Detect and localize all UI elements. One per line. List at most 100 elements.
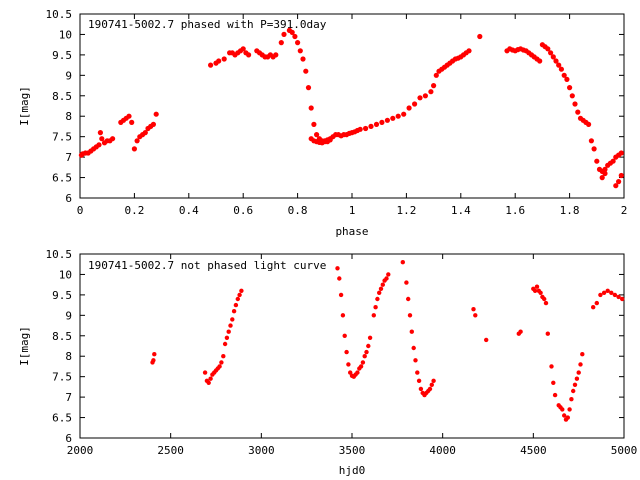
data-point: [96, 142, 102, 148]
data-point: [337, 276, 342, 281]
y-tick-label: 6: [65, 432, 72, 445]
data-point: [153, 111, 159, 117]
data-point: [217, 364, 222, 369]
data-point: [407, 313, 413, 318]
data-point: [314, 132, 320, 138]
data-point: [588, 138, 595, 144]
data-point: [400, 260, 405, 265]
data-point: [208, 62, 214, 68]
data-point: [427, 386, 433, 392]
data-point: [415, 370, 420, 375]
x-tick-label: 2: [621, 204, 628, 217]
y-axis-label: I[mag]: [18, 326, 31, 366]
data-point: [386, 272, 391, 277]
data-point: [368, 123, 374, 129]
data-point: [380, 282, 385, 287]
y-tick-label: 8.5: [52, 90, 72, 103]
data-point: [569, 397, 574, 402]
data-point: [571, 388, 576, 394]
data-point: [129, 119, 135, 125]
data-point: [216, 58, 222, 64]
x-axis-label: phase: [335, 225, 368, 238]
data-point: [543, 300, 549, 306]
data-point: [273, 52, 279, 58]
y-tick-label: 9: [65, 309, 72, 322]
data-point: [327, 137, 333, 143]
data-point: [564, 76, 570, 82]
data-point: [473, 313, 478, 318]
x-tick-label: 1.8: [560, 204, 580, 217]
data-point: [278, 40, 284, 46]
x-tick-label: 0.4: [179, 204, 199, 217]
data-point: [219, 360, 224, 365]
data-point: [466, 48, 472, 54]
y-tick-label: 6.5: [52, 172, 72, 185]
data-point: [390, 115, 396, 121]
data-point: [586, 121, 592, 127]
plot-frame: [79, 253, 625, 439]
data-point: [416, 378, 422, 383]
data-point: [576, 370, 581, 375]
data-point: [618, 172, 624, 179]
data-point: [222, 341, 228, 347]
data-point: [363, 125, 369, 132]
data-point: [601, 290, 607, 295]
y-tick-label: 9: [65, 69, 72, 82]
data-point: [412, 101, 418, 107]
data-point: [360, 360, 366, 365]
data-point: [344, 349, 349, 355]
data-point: [300, 56, 306, 62]
data-point: [471, 307, 476, 312]
data-point: [534, 284, 540, 289]
data-point: [572, 382, 578, 387]
y-tick-label: 8: [65, 350, 72, 363]
data-point: [377, 290, 382, 295]
phased-light-curve-panel: 190741-5002.7 phased with P=391.0day pha…: [18, 8, 627, 238]
data-point: [549, 364, 554, 369]
data-point: [484, 337, 489, 343]
data-point: [477, 33, 483, 40]
data-point: [237, 292, 242, 298]
data-point: [556, 62, 562, 68]
data-point: [366, 343, 371, 349]
data-point: [375, 296, 380, 302]
data-point: [340, 313, 346, 318]
data-point: [311, 121, 317, 127]
y-tick-label: 8: [65, 110, 72, 123]
data-point: [305, 85, 312, 91]
data-point: [335, 266, 340, 271]
data-point: [612, 292, 618, 298]
data-point: [542, 296, 547, 302]
data-point: [578, 362, 583, 367]
data-point: [373, 305, 378, 310]
data-point: [598, 292, 603, 298]
data-point: [548, 50, 554, 56]
data-point: [567, 407, 572, 412]
data-point: [367, 335, 373, 340]
data-point: [342, 333, 347, 338]
y-tick-label: 7: [65, 151, 72, 164]
data-point: [429, 382, 434, 387]
y-tick-label: 7: [65, 391, 72, 404]
data-point: [618, 150, 624, 156]
data-point: [373, 121, 380, 127]
data-point: [545, 331, 550, 336]
data-point: [518, 329, 523, 334]
data-point: [594, 158, 600, 164]
chart-title: 190741-5002.7 not phased light curve: [88, 259, 326, 272]
data-point: [406, 105, 412, 111]
data-point: [364, 349, 369, 355]
data-point: [575, 109, 581, 115]
x-axis-label: hjd0: [339, 464, 366, 477]
axis-ticks: 2000 2500 3000 3500 4000 4500 5000 6 6.5 7 7.5 8 8.5…: [46, 248, 638, 457]
data-point: [240, 46, 246, 52]
x-tick-label: 0.6: [233, 204, 253, 217]
data-point: [346, 362, 351, 367]
x-tick-label: 1.4: [451, 204, 471, 217]
x-tick-label: 4500: [520, 444, 547, 457]
data-point: [224, 335, 230, 340]
data-point: [560, 407, 565, 412]
data-point: [552, 392, 558, 398]
data-point: [417, 95, 423, 101]
